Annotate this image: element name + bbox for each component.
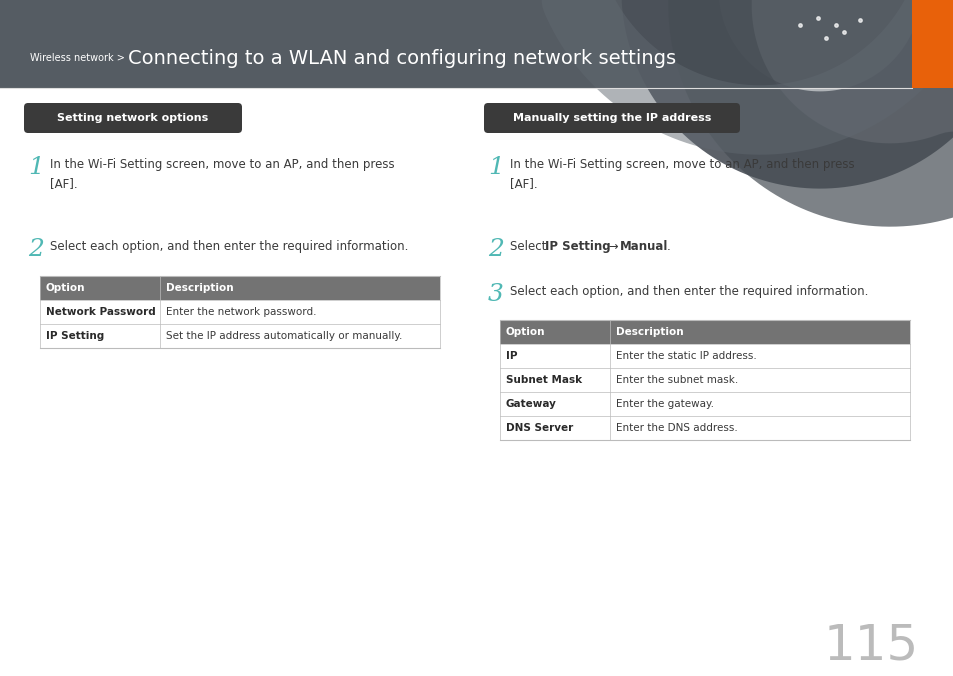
Text: Enter the static IP address.: Enter the static IP address. bbox=[616, 351, 756, 361]
Bar bbox=[499, 320, 909, 344]
FancyBboxPatch shape bbox=[24, 103, 242, 133]
Text: Network Password: Network Password bbox=[46, 307, 155, 317]
Text: Subnet Mask: Subnet Mask bbox=[505, 375, 581, 385]
Bar bbox=[40, 324, 439, 348]
Text: 115: 115 bbox=[822, 622, 918, 670]
Text: Enter the DNS address.: Enter the DNS address. bbox=[616, 423, 737, 433]
Text: In the Wi-Fi Setting screen, move to an AP, and then press
[AF].: In the Wi-Fi Setting screen, move to an … bbox=[510, 158, 854, 190]
Text: IP Setting: IP Setting bbox=[544, 240, 610, 253]
Text: .: . bbox=[666, 240, 670, 253]
Text: Set the IP address automatically or manually.: Set the IP address automatically or manu… bbox=[166, 331, 402, 341]
Bar bbox=[40, 300, 439, 324]
Text: Description: Description bbox=[616, 327, 683, 337]
Text: Description: Description bbox=[166, 283, 233, 293]
Text: Select: Select bbox=[510, 240, 550, 253]
Text: DNS Server: DNS Server bbox=[505, 423, 573, 433]
Text: Manual: Manual bbox=[619, 240, 668, 253]
Bar bbox=[911, 0, 953, 88]
Text: Gateway: Gateway bbox=[505, 399, 557, 409]
Text: Connecting to a WLAN and configuring network settings: Connecting to a WLAN and configuring net… bbox=[128, 49, 676, 68]
Bar bbox=[0, 0, 953, 88]
Text: Manually setting the IP address: Manually setting the IP address bbox=[513, 113, 710, 123]
Text: 1: 1 bbox=[488, 156, 503, 179]
Bar bbox=[499, 368, 909, 392]
Text: IP: IP bbox=[505, 351, 517, 361]
Text: Enter the network password.: Enter the network password. bbox=[166, 307, 316, 317]
Text: Enter the subnet mask.: Enter the subnet mask. bbox=[616, 375, 738, 385]
Text: IP Setting: IP Setting bbox=[46, 331, 104, 341]
Text: Select each option, and then enter the required information.: Select each option, and then enter the r… bbox=[510, 285, 867, 298]
Text: In the Wi-Fi Setting screen, move to an AP, and then press
[AF].: In the Wi-Fi Setting screen, move to an … bbox=[50, 158, 395, 190]
Text: 2: 2 bbox=[488, 238, 503, 261]
Text: Setting network options: Setting network options bbox=[57, 113, 209, 123]
Text: Wireless network >: Wireless network > bbox=[30, 53, 125, 63]
Text: Option: Option bbox=[505, 327, 545, 337]
Text: 3: 3 bbox=[488, 283, 503, 306]
Bar bbox=[499, 392, 909, 416]
Text: →: → bbox=[604, 240, 621, 253]
Bar bbox=[40, 276, 439, 300]
Bar bbox=[499, 416, 909, 440]
Text: Option: Option bbox=[46, 283, 86, 293]
Text: Enter the gateway.: Enter the gateway. bbox=[616, 399, 713, 409]
Text: Select each option, and then enter the required information.: Select each option, and then enter the r… bbox=[50, 240, 408, 253]
Text: 2: 2 bbox=[28, 238, 44, 261]
Bar bbox=[499, 344, 909, 368]
FancyBboxPatch shape bbox=[483, 103, 740, 133]
Text: 1: 1 bbox=[28, 156, 44, 179]
